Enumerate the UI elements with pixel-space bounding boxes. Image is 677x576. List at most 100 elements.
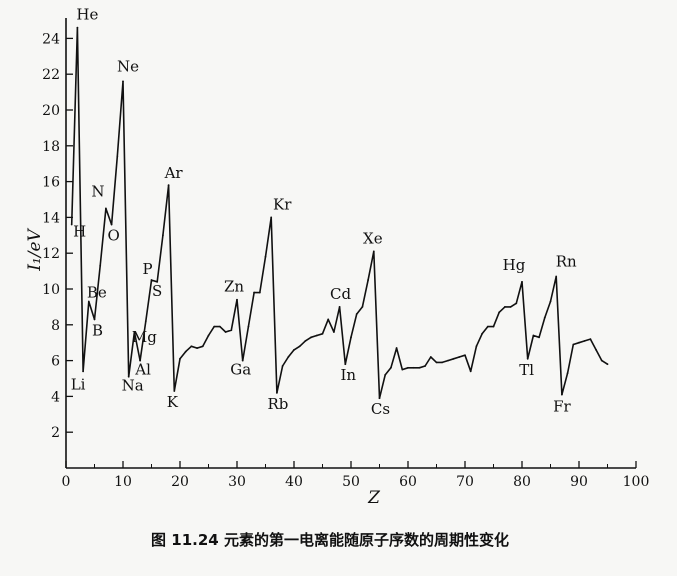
data-point xyxy=(87,300,90,303)
data-point xyxy=(156,280,159,283)
y-tick-label: 10 xyxy=(42,282,60,298)
data-point xyxy=(464,354,466,357)
element-label-cs: Cs xyxy=(371,400,390,418)
data-point xyxy=(76,26,79,29)
data-point xyxy=(515,302,518,305)
data-point xyxy=(435,361,438,364)
data-point xyxy=(196,347,199,349)
x-tick-label: 60 xyxy=(399,474,417,490)
data-point xyxy=(105,207,107,210)
data-point xyxy=(207,334,210,337)
data-point xyxy=(521,280,523,283)
y-tick-label: 8 xyxy=(51,318,60,334)
data-point xyxy=(70,223,73,226)
data-point xyxy=(276,391,278,394)
y-tick-label: 2 xyxy=(51,425,60,441)
data-point xyxy=(492,325,495,328)
data-point xyxy=(458,356,461,358)
data-point xyxy=(99,264,102,267)
data-point xyxy=(509,306,512,308)
element-label-li: Li xyxy=(71,375,86,393)
element-label-kr: Kr xyxy=(273,195,292,213)
data-point xyxy=(549,300,552,303)
element-label-na: Na xyxy=(122,377,144,395)
element-label-in: In xyxy=(341,366,357,384)
data-point xyxy=(469,370,472,373)
y-tick-label: 12 xyxy=(42,246,60,262)
data-point xyxy=(247,325,250,328)
data-point xyxy=(407,366,409,369)
data-point xyxy=(230,329,233,332)
data-point xyxy=(327,318,330,321)
y-tick-label: 16 xyxy=(42,175,60,191)
data-point xyxy=(344,363,347,366)
data-point xyxy=(566,372,569,375)
data-point xyxy=(287,356,290,358)
element-label-he: He xyxy=(76,6,98,24)
series xyxy=(70,26,609,400)
axes xyxy=(65,18,636,469)
data-point xyxy=(543,316,546,319)
x-tick-label: 100 xyxy=(623,474,650,490)
y-tick-label: 14 xyxy=(42,210,60,226)
data-point xyxy=(333,331,335,333)
data-point xyxy=(82,370,84,373)
data-point xyxy=(304,340,307,342)
x-tick-label: 90 xyxy=(570,474,588,490)
data-point xyxy=(338,306,341,308)
ticks: 0 10 20 30 40 50 60 70 80 90 100246810121416182022… xyxy=(42,31,649,490)
x-tick-label: 10 xyxy=(114,474,132,490)
element-label-o: O xyxy=(107,227,119,245)
data-point xyxy=(179,357,181,360)
data-point xyxy=(264,255,267,258)
data-point xyxy=(367,279,369,281)
y-tick-label: 18 xyxy=(42,139,60,155)
data-point xyxy=(424,365,426,367)
data-point xyxy=(498,311,501,314)
x-tick-label: 50 xyxy=(342,474,360,490)
data-point xyxy=(561,393,563,396)
data-point xyxy=(190,345,193,348)
data-point xyxy=(378,397,381,400)
data-point xyxy=(538,336,540,339)
data-point xyxy=(583,340,586,342)
x-tick-label: 40 xyxy=(285,474,303,490)
element-label-h: H xyxy=(73,223,86,241)
data-point xyxy=(224,331,227,333)
element-label-fr: Fr xyxy=(553,398,571,416)
data-point xyxy=(253,291,256,294)
element-label-k: K xyxy=(167,393,179,411)
data-point xyxy=(355,313,358,315)
data-point xyxy=(441,361,444,364)
data-point xyxy=(310,336,312,339)
data-point xyxy=(213,325,216,328)
element-labels: H He Li Be B N O Ne Na Mg Al PS Ar K Zn Ga Kr Rb Cd In Xe Cs H… xyxy=(71,6,577,419)
data-point xyxy=(133,331,136,333)
element-label-hg: Hg xyxy=(503,256,526,274)
element-label-p: P xyxy=(142,260,152,278)
x-tick-label: 0 xyxy=(62,474,71,490)
element-label-mg: Mg xyxy=(132,328,157,346)
data-point xyxy=(236,298,238,301)
data-point xyxy=(600,359,603,362)
element-label-tl: Tl xyxy=(519,361,534,379)
data-point xyxy=(486,325,489,328)
figure-caption: 图 11.24 元素的第一电离能随原子序数的周期性变化 xyxy=(151,531,509,549)
data-point xyxy=(298,345,301,348)
y-tick-label: 20 xyxy=(42,103,60,119)
data-point xyxy=(504,306,506,308)
data-point xyxy=(401,368,404,371)
element-label-cd: Cd xyxy=(330,285,351,303)
data-point xyxy=(281,365,284,367)
data-point xyxy=(150,279,153,281)
data-point xyxy=(578,341,580,344)
x-tick-label: 70 xyxy=(456,474,474,490)
data-point xyxy=(258,291,261,294)
data-point xyxy=(447,359,449,362)
element-label-rb: Rb xyxy=(267,395,288,413)
element-label-ar: Ar xyxy=(164,164,184,182)
y-tick-label: 4 xyxy=(51,389,60,405)
element-label-ne: Ne xyxy=(117,57,139,75)
data-point xyxy=(184,350,187,353)
